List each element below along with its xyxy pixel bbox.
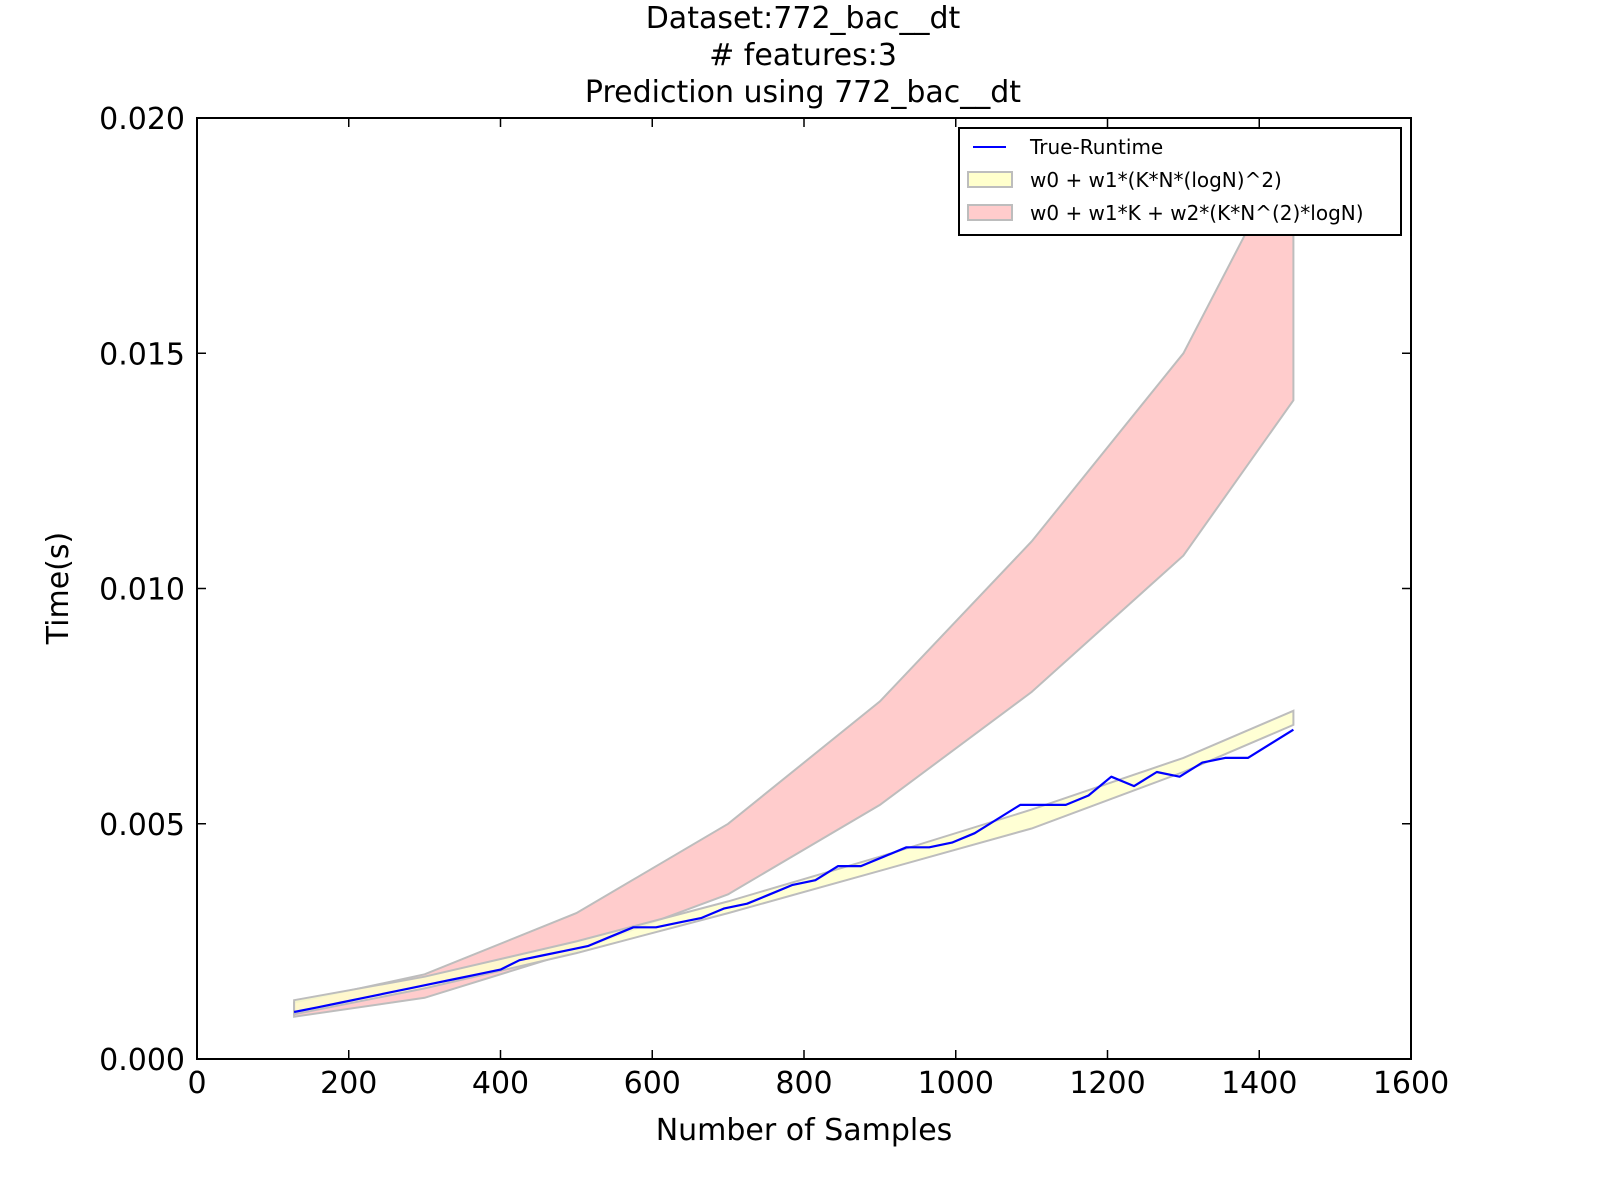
- legend-swatch-model-1: [967, 171, 1013, 188]
- x-tick-label: 600: [624, 1066, 681, 1101]
- x-axis-label: Number of Samples: [656, 1113, 953, 1148]
- y-tick-label: 0.000: [99, 1043, 185, 1078]
- band-series-1: [293, 709, 1295, 1016]
- tick-layer: 0 200 400 600 800 1000 1200 1400 1600 0.000 0.005 0…: [99, 102, 1449, 1101]
- x-tick-label: 800: [775, 1066, 832, 1101]
- chart-title-line-2: # features:3: [709, 38, 897, 73]
- chart-title-line-1: Dataset:772_bac__dt: [646, 1, 961, 36]
- y-tick-label: 0.015: [99, 337, 185, 372]
- y-axis-label: Time(s): [41, 532, 76, 645]
- band-layer: [293, 141, 1295, 1018]
- true-runtime-line: [293, 728, 1294, 1014]
- x-tick-label: 1600: [1373, 1066, 1449, 1101]
- band-series-2: [293, 141, 1295, 1018]
- legend-label-model-2: w0 + w1*K + w2*(K*N^(2)*logN): [1030, 201, 1364, 225]
- y-tick-label: 0.020: [99, 102, 185, 137]
- y-tick-label: 0.010: [99, 573, 185, 608]
- legend-swatch-model-2: [967, 204, 1013, 221]
- legend-label-true-runtime: True-Runtime: [1029, 135, 1163, 159]
- plot-frame: [196, 117, 1412, 1060]
- x-tick-label: 400: [472, 1066, 529, 1101]
- legend: True-Runtime w0 + w1*(K*N*(logN)^2) w0 +…: [958, 127, 1402, 236]
- y-tick-label: 0.005: [99, 808, 185, 843]
- line-layer: [293, 728, 1294, 1014]
- x-tick-label: 0: [187, 1066, 206, 1101]
- legend-label-model-1: w0 + w1*(K*N*(logN)^2): [1030, 168, 1282, 192]
- x-tick-label: 1200: [1069, 1066, 1145, 1101]
- chart-title-line-3: Prediction using 772_bac__dt: [585, 75, 1021, 110]
- x-tick-label: 1400: [1221, 1066, 1297, 1101]
- x-tick-label: 1000: [918, 1066, 994, 1101]
- legend-box: [958, 127, 1402, 236]
- x-tick-label: 200: [320, 1066, 377, 1101]
